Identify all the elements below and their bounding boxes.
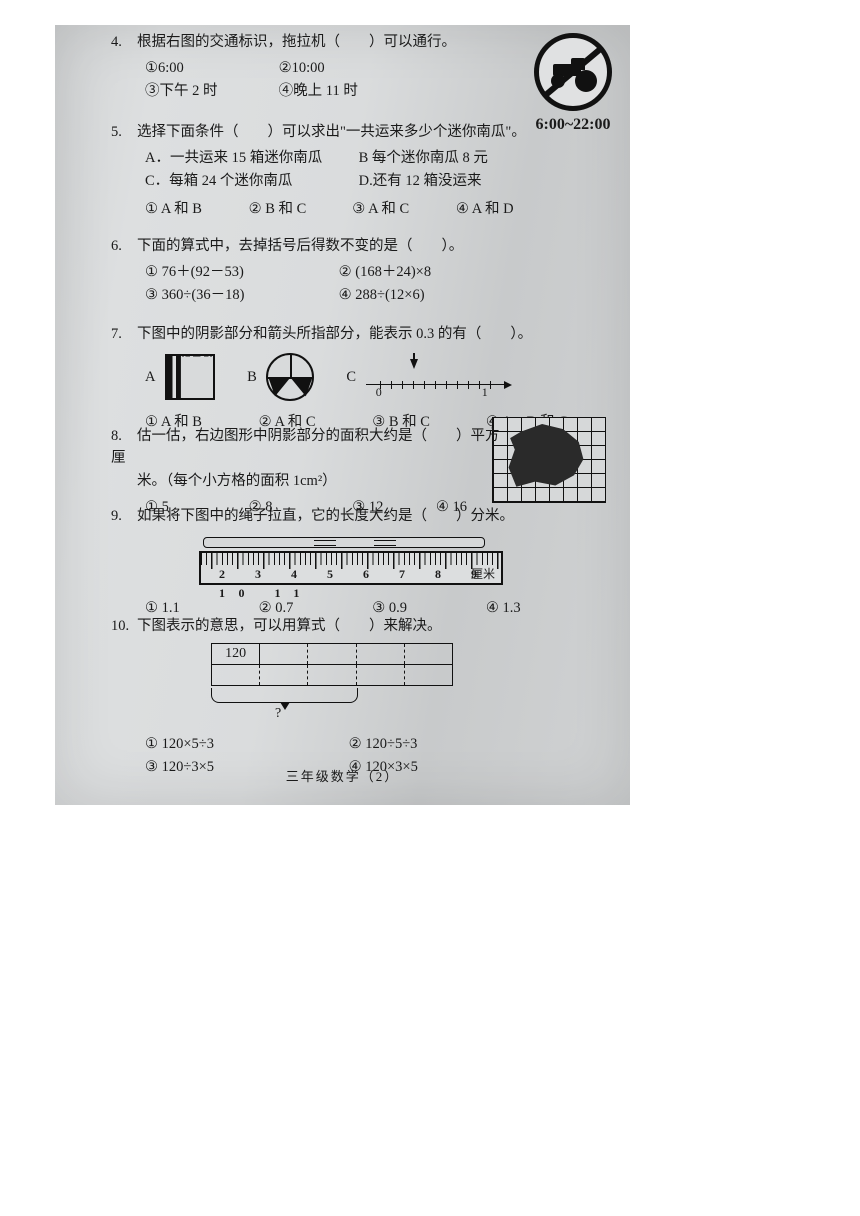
q4-opt-b: ②10:00: [279, 57, 325, 79]
bar-model-icon: 120: [211, 643, 453, 686]
q10-opt-a: ① 120×5÷3: [145, 733, 345, 755]
q4-opt-c: ③下午 2 时: [145, 80, 275, 102]
q6-text: 下面的算式中，去掉括号后得数不变的是（ ）。: [137, 238, 463, 254]
q9-figure: 2 3 4 5 6 7 8 9 10 11 厘米: [111, 537, 611, 585]
exam-paper: 6:00~22:00 4.根据右图的交通标识，拖拉机（ ）可以通行。 ①6:00…: [55, 25, 630, 805]
q6-opt-c: ③ 360÷(36－18): [145, 284, 335, 306]
q10-num: 10.: [111, 615, 137, 637]
numline-1: 1: [482, 383, 488, 402]
numline-0: 0: [376, 383, 382, 402]
q7-num: 7.: [111, 323, 137, 345]
no-tractor-sign-icon: [534, 33, 612, 111]
question-6: 6.下面的算式中，去掉括号后得数不变的是（ ）。 ① 76＋(92－53) ② …: [111, 235, 611, 306]
page-footer: 三年级数学（2）: [55, 767, 630, 787]
q7-fig-b: B: [247, 353, 314, 401]
q5-text: 选择下面条件（ ）可以求出"一共运来多少个迷你南瓜"。: [137, 124, 526, 140]
q4-opt-a: ①6:00: [145, 57, 275, 79]
q5-cond-C: C．每箱 24 个迷你南瓜: [145, 170, 355, 192]
stripes-square-icon: [165, 354, 215, 400]
ruler-icon: 2 3 4 5 6 7 8 9 10 11 厘米: [199, 551, 503, 585]
ruler-numbers: 2 3 4 5 6 7 8 9 10 11: [219, 565, 501, 602]
q6-opt-d: ④ 288÷(12×6): [339, 284, 425, 306]
q10-opt-b: ② 120÷5÷3: [349, 733, 418, 755]
q6-opt-b: ② (168＋24)×8: [339, 261, 431, 283]
number-line-icon: 0 1: [366, 359, 516, 395]
question-10: 10.下图表示的意思，可以用算式（ ）来解决。 120 ? ① 120×5÷3 …: [111, 615, 611, 778]
q5-cond-D: D.还有 12 箱没运来: [359, 170, 482, 192]
q5-opt-a: ① A 和 B: [145, 198, 245, 220]
q4-options: ①6:00 ②10:00 ③下午 2 时 ④晚上 11 时: [111, 57, 541, 102]
pie-circle-icon: [266, 353, 314, 401]
question-4: 4.根据右图的交通标识，拖拉机（ ）可以通行。 ①6:00 ②10:00 ③下午…: [111, 31, 541, 102]
question-5: 5.选择下面条件（ ）可以求出"一共运来多少个迷你南瓜"。 A．一共运来 15 …: [111, 121, 611, 221]
q5-opt-b: ② B 和 C: [249, 198, 349, 220]
q10-diagram: 120 ?: [111, 643, 611, 725]
q8-text-l1: 估一估，右边图形中阴影部分的面积大约是（ ）平方厘: [111, 428, 500, 466]
q7-label-A: A: [145, 366, 155, 388]
q9-num: 9.: [111, 505, 137, 527]
q6-num: 6.: [111, 235, 137, 257]
q8-blob-icon: [507, 424, 585, 488]
q5-opt-c: ③ A 和 C: [352, 198, 452, 220]
page-root: 6:00~22:00 4.根据右图的交通标识，拖拉机（ ）可以通行。 ①6:00…: [0, 0, 860, 1216]
question-9: 9.如果将下图中的绳子拉直，它的长度大约是（ ）分米。 2 3 4 5 6 7 …: [111, 505, 611, 620]
q5-conditions: A．一共运来 15 箱迷你南瓜 B 每个迷你南瓜 8 元 C．每箱 24 个迷你…: [111, 147, 611, 192]
q5-cond-A: A．一共运来 15 箱迷你南瓜: [145, 147, 355, 169]
q7-text: 下图中的阴影部分和箭头所指部分，能表示 0.3 的有（ ）。: [137, 326, 532, 342]
tractor-icon: [551, 58, 595, 88]
bar-seg-120: 120: [212, 644, 260, 664]
q5-opt-d: ④ A 和 D: [456, 198, 514, 220]
q10-text: 下图表示的意思，可以用算式（ ）来解决。: [137, 618, 442, 634]
q7-label-B: B: [247, 366, 257, 388]
q5-cond-B: B 每个迷你南瓜 8 元: [359, 147, 488, 169]
q4-opt-d: ④晚上 11 时: [279, 80, 358, 102]
q10-qmark: ?: [275, 703, 611, 725]
q5-num: 5.: [111, 121, 137, 143]
q7-label-C: C: [346, 366, 356, 388]
q7-fig-a: A: [145, 354, 215, 400]
brace-icon: [211, 688, 358, 703]
rope-icon: [203, 537, 485, 548]
q8-text-l2: 米。（每个小方格的面积 1cm²）: [111, 470, 511, 492]
q9-text: 如果将下图中的绳子拉直，它的长度大约是（ ）分米。: [137, 508, 514, 524]
q7-figures: A B C: [111, 353, 621, 401]
q6-options: ① 76＋(92－53) ② (168＋24)×8 ③ 360÷(36－18) …: [111, 261, 611, 306]
q6-opt-a: ① 76＋(92－53): [145, 261, 335, 283]
q4-num: 4.: [111, 31, 137, 53]
q7-fig-c: C 0: [346, 359, 515, 395]
q8-num: 8.: [111, 425, 137, 447]
q4-text: 根据右图的交通标识，拖拉机（ ）可以通行。: [137, 34, 456, 50]
ruler-unit: 厘米: [471, 565, 495, 584]
q5-options: ① A 和 B ② B 和 C ③ A 和 C ④ A 和 D: [111, 198, 611, 220]
